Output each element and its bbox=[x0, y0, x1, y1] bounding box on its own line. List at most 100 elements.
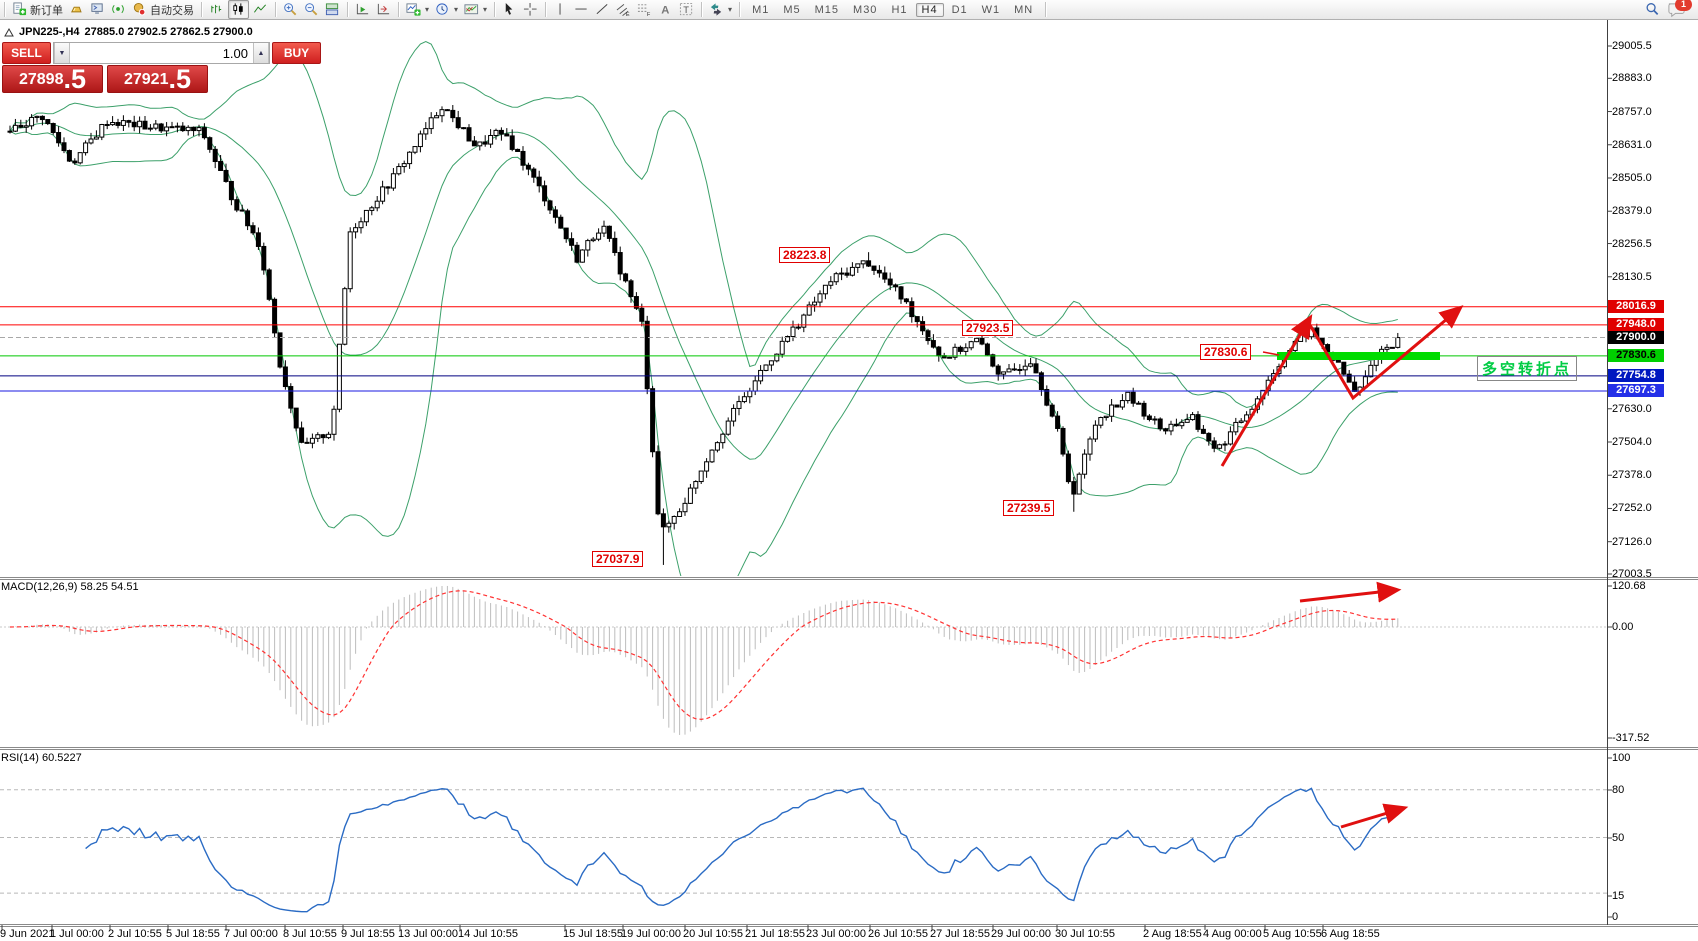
zoom-in-icon bbox=[284, 3, 297, 16]
tile-windows-icon bbox=[325, 3, 339, 16]
equidistant-channel-button[interactable]: E bbox=[614, 1, 633, 18]
auto-trading-label: 自动交易 bbox=[150, 4, 194, 17]
svg-text:A: A bbox=[661, 4, 669, 16]
volume-increase-button[interactable]: ▲ bbox=[253, 43, 269, 63]
arrows-icon bbox=[710, 3, 722, 16]
terminal-button[interactable] bbox=[88, 1, 107, 18]
templates-button[interactable]: ▾ bbox=[462, 1, 489, 18]
text-a-icon: A bbox=[661, 4, 669, 16]
gold-ingot-icon bbox=[71, 6, 82, 13]
market-watch-button[interactable] bbox=[67, 1, 86, 18]
chevron-down-icon[interactable]: ▾ bbox=[454, 5, 459, 14]
volume-stepper: ▼ ▲ bbox=[53, 42, 270, 64]
toolbar-right-group: 1 bbox=[1645, 0, 1692, 18]
zoom-in-button[interactable] bbox=[281, 1, 300, 18]
auto-trading-icon bbox=[133, 2, 146, 16]
text-button[interactable]: A bbox=[656, 1, 675, 18]
chevron-down-icon[interactable]: ▾ bbox=[483, 5, 488, 14]
svg-text:F: F bbox=[647, 12, 651, 17]
main-toolbar: 新订单 自动交易 bbox=[0, 0, 1698, 20]
turning-point-note[interactable]: 多空转折点 bbox=[1477, 356, 1578, 381]
auto-scroll-button[interactable] bbox=[353, 1, 372, 18]
horizontal-line-button[interactable] bbox=[572, 1, 591, 18]
timeframe-button-mn[interactable]: MN bbox=[1014, 3, 1034, 16]
horizontal-line-icon bbox=[575, 8, 587, 10]
toolbar-separator bbox=[347, 2, 348, 17]
tile-windows-button[interactable] bbox=[323, 1, 342, 18]
vertical-line-button[interactable] bbox=[551, 1, 570, 18]
timeframe-group: M1 M5 M15 M30 H1 H4 D1 W1 MN bbox=[746, 2, 1039, 17]
candlestick-icon bbox=[233, 3, 243, 15]
one-click-trade-panel: SELL ▼ ▲ BUY 27898 .5 27921 .5 bbox=[2, 42, 321, 93]
sell-price-display[interactable]: 27898 .5 bbox=[2, 65, 103, 93]
auto-trading-button[interactable]: 自动交易 bbox=[130, 1, 196, 19]
timeframe-button-m30[interactable]: M30 bbox=[853, 3, 878, 16]
chart-frame bbox=[0, 20, 1698, 930]
timeframe-button-h4[interactable]: H4 bbox=[915, 2, 944, 17]
zoom-out-button[interactable] bbox=[302, 1, 321, 18]
buy-button[interactable]: BUY bbox=[272, 42, 321, 64]
timeframe-button-h1[interactable]: H1 bbox=[891, 3, 908, 16]
toolbar-separator bbox=[398, 2, 399, 17]
ohlc-values: 27885.0 27902.5 27862.5 27900.0 bbox=[84, 26, 253, 38]
zoom-out-icon bbox=[305, 3, 318, 16]
chevron-down-icon[interactable]: ▾ bbox=[425, 5, 430, 14]
auto-scroll-icon bbox=[356, 3, 369, 15]
notifications-button[interactable]: 1 bbox=[1668, 0, 1692, 18]
sell-price-pip: .5 bbox=[63, 64, 87, 94]
trendline-button[interactable] bbox=[593, 1, 612, 18]
timeframe-button-m1[interactable]: M1 bbox=[752, 3, 770, 16]
text-label-icon: T bbox=[679, 2, 693, 16]
timeframe-button-m5[interactable]: M5 bbox=[783, 3, 801, 16]
buy-price-main: 27921 bbox=[123, 71, 169, 88]
new-order-button[interactable]: 新订单 bbox=[10, 1, 65, 19]
volume-input[interactable] bbox=[70, 43, 253, 63]
buy-price-display[interactable]: 27921 .5 bbox=[107, 65, 208, 93]
macd-indicator-label: MACD(12,26,9) 58.25 54.51 bbox=[1, 581, 139, 593]
rsi-panel bbox=[0, 787, 1607, 913]
text-label-button[interactable]: T bbox=[677, 1, 696, 18]
search-icon[interactable] bbox=[1645, 2, 1660, 17]
signal-icon bbox=[112, 4, 124, 14]
candlestick-chart-button[interactable] bbox=[228, 0, 249, 19]
chart-shift-button[interactable] bbox=[374, 1, 393, 18]
buy-price-pip: .5 bbox=[168, 64, 192, 94]
toolbar-separator bbox=[494, 2, 496, 17]
fibonacci-icon: F bbox=[637, 4, 651, 17]
cursor-icon bbox=[505, 2, 513, 15]
shapes-button[interactable]: ▾ bbox=[707, 1, 734, 18]
line-chart-button[interactable] bbox=[251, 1, 270, 18]
volume-decrease-button[interactable]: ▼ bbox=[54, 43, 70, 63]
timeframe-button-m15[interactable]: M15 bbox=[814, 3, 840, 16]
crosshair-icon bbox=[523, 2, 537, 16]
new-chart-button[interactable]: ▾ bbox=[404, 1, 431, 18]
notification-badge: 1 bbox=[1675, 0, 1692, 11]
bar-chart-icon bbox=[211, 4, 222, 14]
sell-price-main: 27898 bbox=[18, 71, 64, 88]
symbol-name: JPN225-,H4 bbox=[19, 26, 80, 38]
sell-button[interactable]: SELL bbox=[2, 42, 51, 64]
symbol-icon bbox=[4, 27, 14, 37]
svg-text:T: T bbox=[683, 5, 689, 15]
timeframe-button-w1[interactable]: W1 bbox=[981, 3, 1001, 16]
alerts-button[interactable] bbox=[109, 1, 128, 18]
timeframe-button-d1[interactable]: D1 bbox=[951, 3, 968, 16]
periods-button[interactable]: ▾ bbox=[433, 1, 460, 18]
channel-icon: E bbox=[616, 3, 630, 17]
crosshair-button[interactable] bbox=[521, 1, 540, 18]
cursor-button[interactable] bbox=[500, 1, 519, 18]
bar-chart-button[interactable] bbox=[207, 1, 226, 18]
svg-text:E: E bbox=[626, 12, 630, 17]
clock-icon bbox=[436, 3, 448, 15]
chevron-down-icon[interactable]: ▾ bbox=[728, 5, 733, 14]
toolbar-separator bbox=[4, 2, 5, 17]
computer-icon bbox=[91, 3, 103, 14]
toolbar-separator bbox=[739, 2, 741, 17]
fibonacci-button[interactable]: F bbox=[635, 1, 654, 18]
toolbar-separator bbox=[701, 2, 703, 17]
main-price-panel bbox=[0, 40, 1607, 576]
macd-panel bbox=[0, 585, 1607, 735]
new-chart-icon bbox=[406, 3, 421, 16]
